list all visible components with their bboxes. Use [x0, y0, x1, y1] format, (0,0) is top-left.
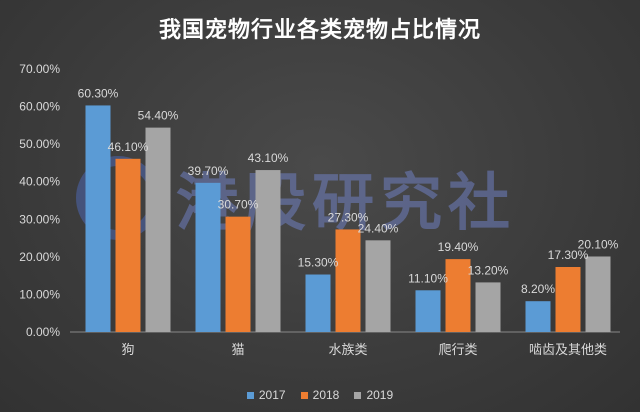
- bar-2019: [475, 282, 501, 332]
- chart-title: 我国宠物行业各类宠物占比情况: [158, 17, 481, 43]
- y-axis: 0.00% 10.00% 20.00% 30.00% 40.00% 50.00% 60.00…: [19, 62, 60, 339]
- data-label: 30.70%: [218, 198, 259, 212]
- bar-2018: [445, 259, 471, 332]
- y-tick-label: 40.00%: [19, 175, 60, 189]
- data-label: 19.40%: [438, 240, 479, 254]
- data-label: 15.30%: [298, 256, 339, 270]
- y-tick-label: 60.00%: [19, 100, 60, 114]
- category-label: 水族类: [328, 342, 367, 358]
- legend: 2017 2018 2019: [0, 384, 640, 403]
- data-label: 46.10%: [108, 140, 149, 154]
- data-label: 20.10%: [578, 237, 619, 251]
- bar-2017: [525, 301, 551, 332]
- data-label: 11.10%: [408, 271, 448, 285]
- legend-label: 2017: [258, 388, 286, 402]
- legend-item: 2017: [246, 388, 286, 402]
- bar-2018: [225, 216, 251, 332]
- bar-2019: [145, 127, 171, 333]
- legend-item: 2019: [354, 388, 393, 402]
- data-label: 27.30%: [328, 210, 369, 224]
- data-label: 39.70%: [188, 164, 229, 178]
- y-tick-label: 10.00%: [19, 287, 60, 301]
- legend-swatch: [246, 392, 254, 400]
- bar-2017: [85, 105, 111, 333]
- data-label: 60.30%: [78, 86, 119, 100]
- y-tick-label: 70.00%: [19, 62, 60, 76]
- data-label: 54.40%: [138, 109, 179, 123]
- category-label: 猫: [231, 343, 244, 358]
- bar-2018: [115, 158, 141, 332]
- bar-2017: [415, 290, 441, 332]
- y-tick-label: 30.00%: [19, 212, 60, 226]
- category-labels: 狗 猫 水族类 爬行类 啮齿及其他类: [121, 342, 607, 358]
- bar-2019: [585, 256, 611, 332]
- y-tick-label: 50.00%: [19, 137, 60, 151]
- legend-label: 2018: [312, 388, 340, 402]
- category-label: 啮齿及其他类: [529, 343, 607, 358]
- y-tick-label: 0.00%: [26, 325, 60, 339]
- data-label: 24.40%: [358, 221, 399, 235]
- category-label: 狗: [121, 343, 134, 358]
- bar-2017: [305, 274, 331, 332]
- data-label: 13.20%: [468, 263, 509, 277]
- data-label: 17.30%: [548, 248, 589, 262]
- legend-swatch: [354, 392, 362, 400]
- data-label: 8.20%: [521, 282, 555, 296]
- legend-label: 2019: [366, 388, 394, 402]
- bar-2018: [335, 229, 361, 332]
- y-tick-label: 20.00%: [19, 250, 60, 264]
- data-label: 43.10%: [248, 151, 289, 165]
- bar-2017: [195, 182, 221, 332]
- category-label: 爬行类: [438, 343, 477, 358]
- bars: [85, 105, 611, 333]
- legend-swatch: [300, 392, 308, 400]
- bar-2019: [365, 240, 391, 332]
- legend-item: 2018: [300, 388, 340, 402]
- bar-2018: [555, 267, 581, 332]
- bar-2019: [255, 170, 281, 332]
- data-labels: 60.30% 46.10% 54.40% 39.70% 30.70% 43.10% 15.3…: [78, 86, 619, 296]
